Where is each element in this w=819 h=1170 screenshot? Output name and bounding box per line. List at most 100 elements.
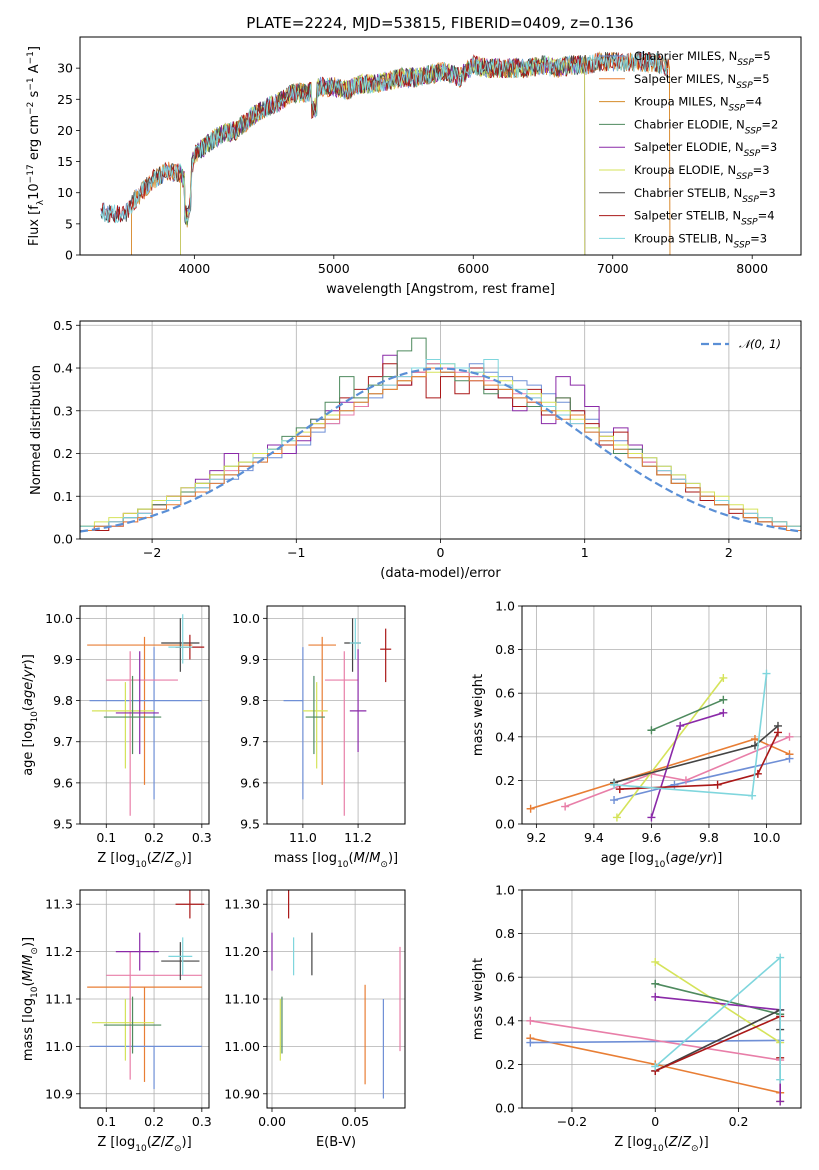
histograms	[80, 337, 801, 539]
label-part: SSP	[745, 126, 762, 136]
x-tick-label: −2	[143, 545, 161, 560]
weight-marker	[713, 780, 722, 789]
weight-marker	[526, 1016, 535, 1025]
label-part: Chabrier MILES, N	[634, 49, 737, 63]
label-part: yr	[21, 663, 36, 679]
y-tick-label: 9.8	[240, 693, 260, 708]
label-part: s	[27, 90, 42, 101]
x-tick-label: 5000	[318, 261, 350, 276]
label-part: /	[365, 851, 370, 866]
y-tick-label: 20	[57, 123, 73, 138]
label-part: SSP	[742, 195, 759, 205]
weight-marker	[610, 780, 619, 789]
weight-marker	[526, 1038, 535, 1047]
label-part: Z	[151, 1135, 162, 1150]
label-part: Kroupa ELODIE, N	[634, 163, 736, 177]
y-tick-label: 10.0	[232, 611, 260, 626]
label-part: mass [log	[21, 998, 36, 1061]
label-part: 10	[30, 711, 40, 723]
y-tick-label: 0.0	[495, 1101, 515, 1116]
panel-2: 0.1 0.2 0.39.59.69.79.89.910.0Z [log10(Z/Z…	[21, 605, 212, 870]
weight-line	[530, 738, 790, 810]
weight-marker	[785, 754, 794, 763]
weight-marker	[676, 721, 685, 730]
y-tick-label: 25	[57, 92, 73, 107]
x-tick-label: 9.6	[641, 830, 661, 845]
weight-marker	[651, 1062, 660, 1071]
weight-line	[564, 736, 790, 808]
y-axis-label: age [log10(age/yr)]	[21, 654, 40, 776]
y-tick-label: 0.5	[53, 318, 73, 333]
label-part: )]	[21, 937, 36, 947]
panel-6: 0.00 0.05 10.90 11.00 11.10 11.20 11.30 E(B-V)	[224, 889, 406, 1150]
spectrum-line	[100, 52, 669, 224]
weight-marker	[719, 708, 728, 717]
x-tick-label: 0.3	[192, 830, 212, 845]
x-tick-label: 4000	[178, 261, 210, 276]
legend-label: Kroupa MILES, NSSP=4	[634, 95, 762, 114]
y-tick-label: 10.90	[224, 1086, 260, 1101]
weight-marker	[773, 728, 782, 737]
label-part: Z [log	[97, 851, 135, 866]
label-part: )]	[182, 1135, 192, 1150]
label-part: 10	[27, 183, 42, 200]
label-part: (	[147, 1135, 152, 1150]
label-part: =2	[761, 117, 778, 131]
x-tick-label: 0.05	[341, 1114, 369, 1129]
y-tick-label: 9.6	[240, 775, 260, 790]
label-part: =4	[745, 95, 762, 109]
histogram-series	[80, 359, 801, 539]
axes-frame	[521, 605, 802, 825]
y-tick-label: 1.0	[495, 883, 515, 898]
label-part: )]	[21, 654, 36, 664]
weight-line	[616, 677, 724, 818]
y-tick-label: 9.6	[53, 775, 73, 790]
x-tick-label: 0.1	[96, 830, 116, 845]
y-tick-label: 11.2	[45, 944, 73, 959]
label-part: /	[161, 1135, 166, 1150]
label-part: age [log	[21, 723, 36, 776]
weight-marker	[651, 979, 660, 988]
label-part: )]	[712, 851, 722, 866]
weight-line	[655, 982, 781, 1016]
y-tick-label: 11.3	[45, 897, 73, 912]
weight-line	[651, 698, 724, 732]
label-part: Z	[151, 851, 162, 866]
panel-1: −2 −1 0 1 2 0.0 0.1 0.2 0.3 0.4 0.5 𝒩(0, 1) (data-mo…	[29, 318, 802, 581]
label-part: ⊙	[380, 860, 388, 870]
label-part: age	[670, 851, 694, 866]
x-tick-label: 0	[437, 545, 445, 560]
label-part: 10	[652, 1144, 664, 1154]
label-part: 10	[135, 1144, 147, 1154]
label-part: =5	[753, 72, 770, 86]
label-part: )]	[388, 851, 398, 866]
label-part: M	[354, 851, 365, 866]
label-part: Chabrier ELODIE, N	[634, 117, 745, 131]
x-tick-label: 7000	[597, 261, 629, 276]
label-part: SSP	[736, 81, 753, 91]
x-tick-label: 11.2	[344, 830, 372, 845]
axes-frame	[266, 605, 406, 825]
weight-lines	[526, 669, 794, 822]
weight-line	[654, 961, 782, 1102]
label-part: M	[369, 851, 380, 866]
label-part: ⊙	[30, 947, 40, 955]
histogram-series	[80, 367, 801, 539]
label-part: Z	[164, 1135, 175, 1150]
label-part: Z [log	[97, 1135, 135, 1150]
y-axis-label: mass weight	[471, 674, 486, 756]
legend-label: Salpeter ELODIE, NSSP=3	[634, 140, 777, 159]
y-tick-label: 5	[65, 216, 73, 231]
weight-marker	[610, 796, 619, 805]
label-part: =4	[758, 209, 775, 223]
y-tick-label: 11.00	[224, 1039, 260, 1054]
label-part: −2	[26, 102, 36, 115]
axes-frame	[79, 320, 802, 540]
errorbars	[283, 618, 392, 816]
y-tick-label: 0.2	[53, 446, 73, 461]
y-tick-label: 0.6	[495, 686, 515, 701]
label-part: /	[21, 965, 36, 970]
y-tick-label: 11.20	[224, 944, 260, 959]
label-part: (	[147, 851, 152, 866]
